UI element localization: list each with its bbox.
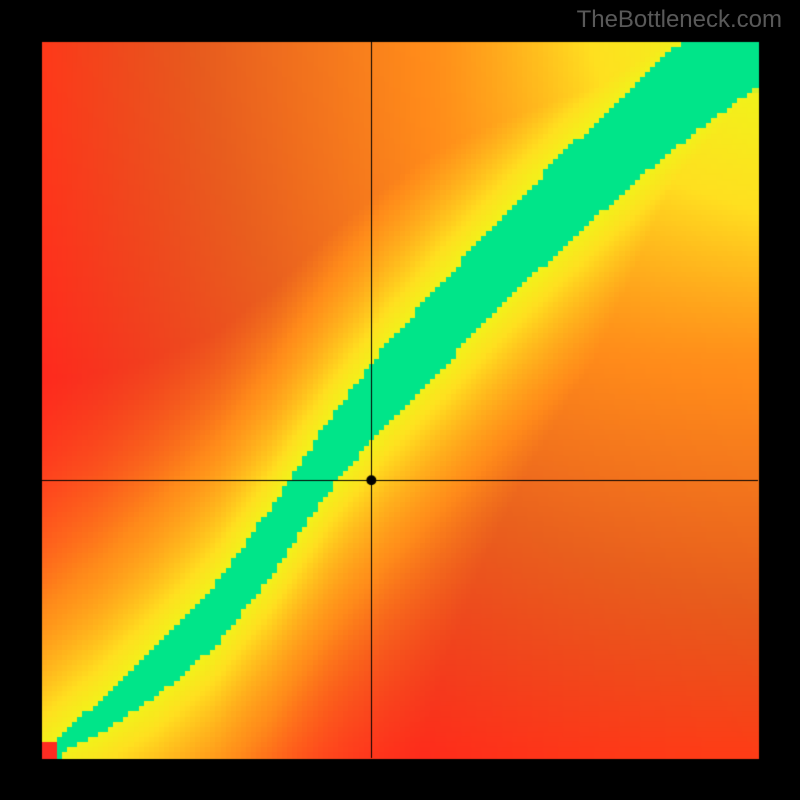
bottleneck-heatmap — [0, 0, 800, 800]
watermark-text: TheBottleneck.com — [577, 6, 782, 34]
chart-container: TheBottleneck.com — [0, 0, 800, 800]
